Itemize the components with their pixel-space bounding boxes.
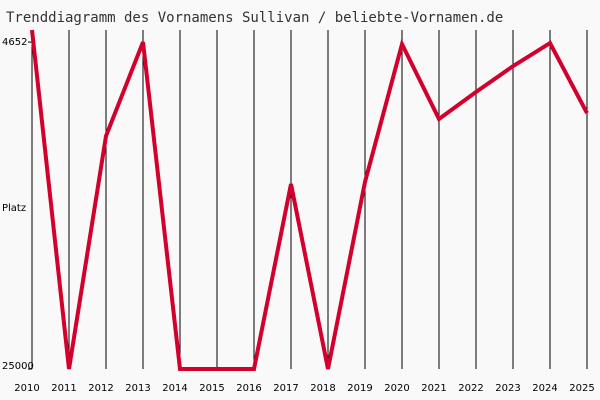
x-tick-label: 2010: [14, 383, 39, 394]
x-tick-label: 2016: [236, 383, 261, 394]
x-tick-label: 2015: [199, 383, 224, 394]
x-tick-label: 2020: [384, 383, 409, 394]
x-tick-label: 2025: [569, 383, 594, 394]
x-tick-label: 2024: [532, 383, 557, 394]
x-tick-label: 2012: [88, 383, 113, 394]
x-tick-label: 2018: [310, 383, 335, 394]
x-tick-label: 2011: [51, 383, 76, 394]
y-axis-label: Platz: [2, 203, 26, 214]
x-tick-label: 2022: [458, 383, 483, 394]
x-tick-label: 2017: [273, 383, 298, 394]
y-tick-label: 4652: [2, 37, 27, 48]
x-tick-label: 2013: [125, 383, 150, 394]
x-tick-label: 2019: [347, 383, 372, 394]
x-tick-label: 2021: [421, 383, 446, 394]
line-series: [30, 29, 589, 371]
chart-title: Trenddiagramm des Vornamens Sullivan / b…: [6, 10, 503, 26]
y-tick-label: 25000: [2, 361, 34, 372]
x-tick-label: 2014: [162, 383, 187, 394]
x-tick-label: 2023: [495, 383, 520, 394]
